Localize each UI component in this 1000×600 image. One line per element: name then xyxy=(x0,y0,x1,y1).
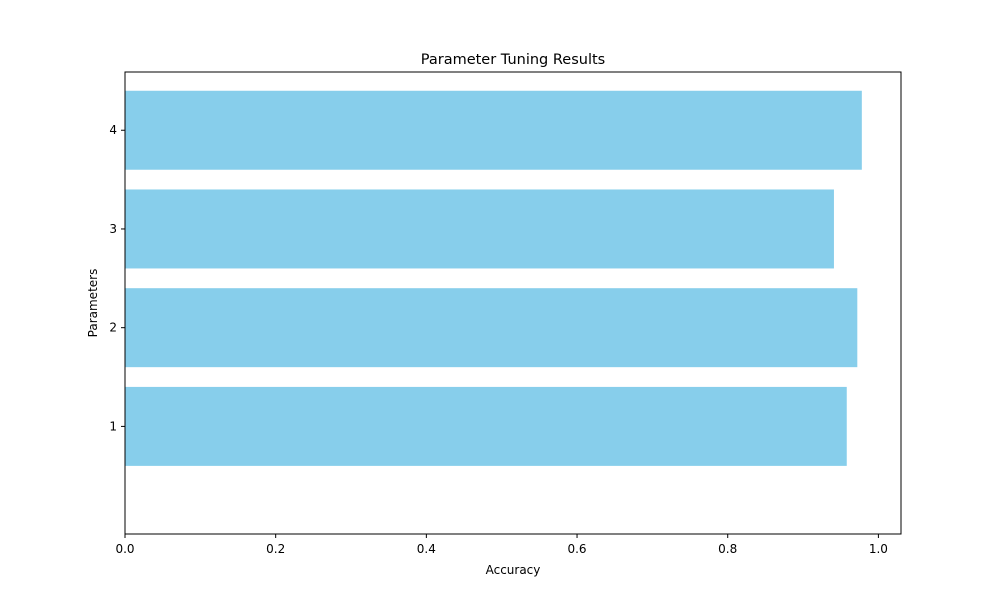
x-tick-label: 1.0 xyxy=(869,542,888,556)
bars-layer xyxy=(125,90,862,466)
x-tick-label: 0.4 xyxy=(417,542,436,556)
y-axis-label: Parameters xyxy=(86,269,100,338)
x-axis-label: Accuracy xyxy=(486,563,541,577)
x-tick-label: 0.6 xyxy=(567,542,586,556)
y-axis-ticks: 1 2 3 4 xyxy=(109,123,125,433)
x-tick-label: 0.2 xyxy=(266,542,285,556)
y-tick-label: 4 xyxy=(109,123,117,137)
x-tick-label: 0.0 xyxy=(115,542,134,556)
bar-3 xyxy=(125,189,834,269)
y-tick-label: 1 xyxy=(109,419,117,433)
plot-frame xyxy=(124,71,902,535)
bar-2 xyxy=(125,288,858,368)
y-tick-label: 3 xyxy=(109,222,117,236)
bar-1 xyxy=(125,386,847,466)
bar-4 xyxy=(125,90,862,170)
x-axis-ticks: 0.0 0.2 0.4 0.6 0.8 1.0 xyxy=(115,534,888,556)
chart-title: Parameter Tuning Results xyxy=(421,52,605,68)
y-tick-label: 2 xyxy=(109,321,117,335)
x-tick-label: 0.8 xyxy=(718,542,737,556)
